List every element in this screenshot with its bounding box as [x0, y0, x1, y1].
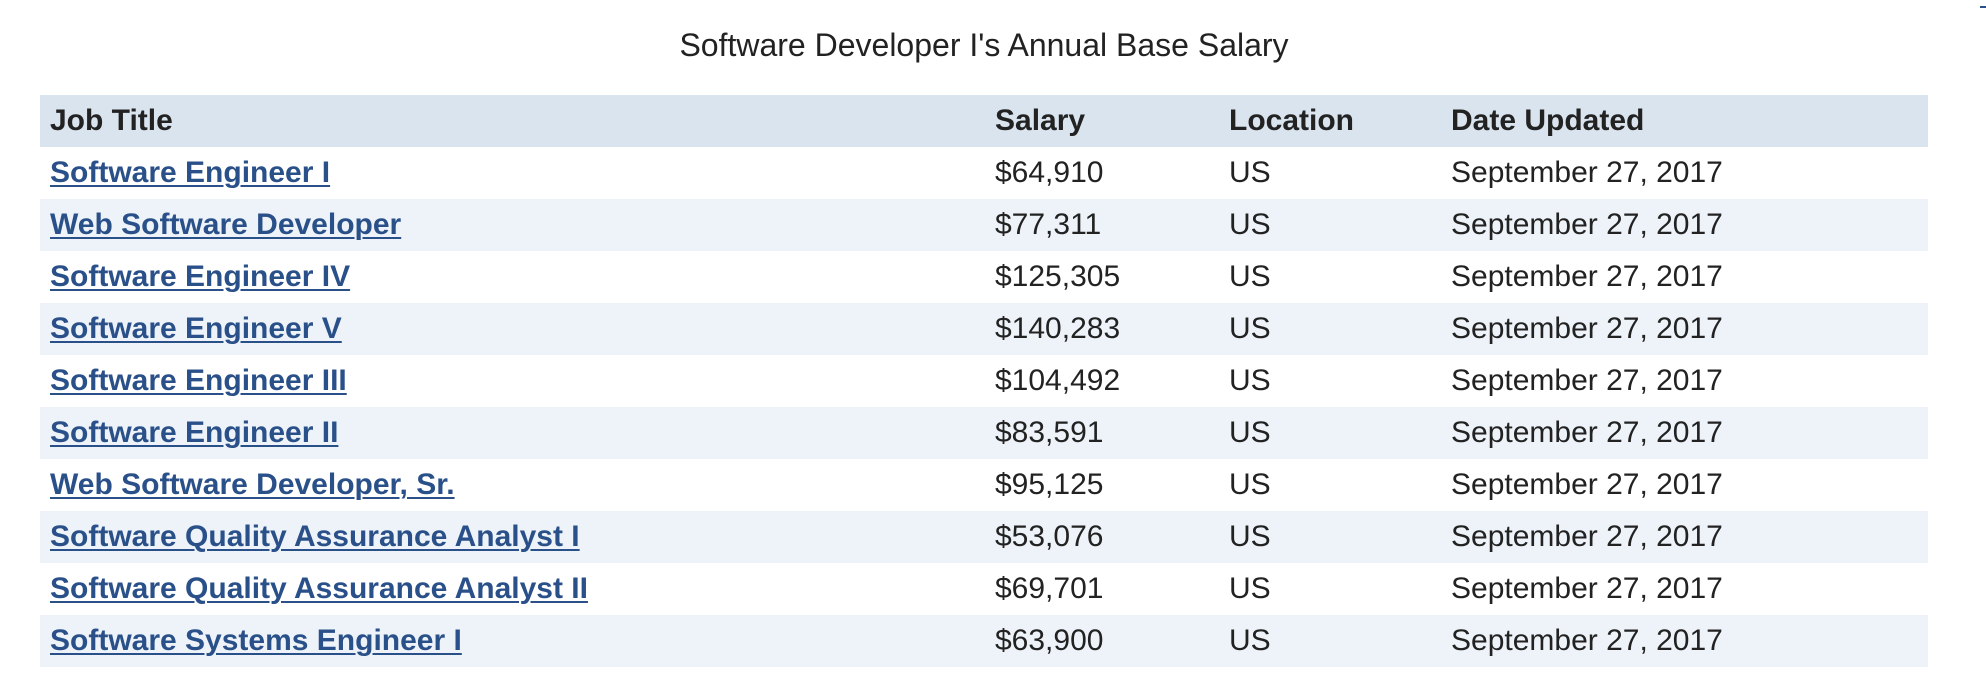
job-title-link[interactable]: Software Engineer III: [50, 364, 347, 397]
job-title-link[interactable]: Software Engineer I: [50, 156, 331, 189]
location-cell: US: [1219, 563, 1441, 615]
table-row: Software Engineer V $140,283 US Septembe…: [40, 303, 1928, 355]
job-title-cell: Software Engineer V: [40, 303, 985, 355]
job-title-link[interactable]: Software Systems Engineer I: [50, 624, 462, 657]
job-title-cell: Software Systems Engineer I: [40, 615, 985, 667]
date-updated-cell: September 27, 2017: [1441, 563, 1928, 615]
salary-cell: $69,701: [985, 563, 1219, 615]
column-header-location: Location: [1219, 95, 1441, 147]
job-title-cell: Web Software Developer: [40, 199, 985, 251]
table-row: Software Engineer II $83,591 US Septembe…: [40, 407, 1928, 459]
salary-table: Job Title Salary Location Date Updated S…: [40, 95, 1928, 667]
salary-cell: $83,591: [985, 407, 1219, 459]
salary-cell: $140,283: [985, 303, 1219, 355]
table-caption: Software Developer I's Annual Base Salar…: [679, 27, 1289, 63]
salary-cell: $104,492: [985, 355, 1219, 407]
date-updated-cell: September 27, 2017: [1441, 615, 1928, 667]
location-cell: US: [1219, 511, 1441, 563]
job-title-cell: Software Engineer IV: [40, 251, 985, 303]
date-updated-cell: September 27, 2017: [1441, 511, 1928, 563]
salary-cell: $95,125: [985, 459, 1219, 511]
table-header-row: Job Title Salary Location Date Updated: [40, 95, 1928, 147]
date-updated-cell: September 27, 2017: [1441, 459, 1928, 511]
job-title-link[interactable]: Software Quality Assurance Analyst II: [50, 572, 588, 605]
job-title-cell: Software Quality Assurance Analyst I: [40, 511, 985, 563]
table-row: Software Quality Assurance Analyst II $6…: [40, 563, 1928, 615]
location-cell: US: [1219, 407, 1441, 459]
job-title-cell: Software Engineer II: [40, 407, 985, 459]
location-cell: US: [1219, 459, 1441, 511]
date-updated-cell: September 27, 2017: [1441, 147, 1928, 199]
job-title-link[interactable]: Web Software Developer, Sr.: [50, 468, 455, 501]
date-updated-cell: September 27, 2017: [1441, 355, 1928, 407]
job-title-cell: Software Quality Assurance Analyst II: [40, 563, 985, 615]
salary-cell: $125,305: [985, 251, 1219, 303]
location-cell: US: [1219, 147, 1441, 199]
salary-cell: $77,311: [985, 199, 1219, 251]
corner-link[interactable]: [1980, 0, 1986, 8]
salary-cell: $63,900: [985, 615, 1219, 667]
job-title-link[interactable]: Software Engineer IV: [50, 260, 351, 293]
job-title-link[interactable]: Software Engineer II: [50, 416, 339, 449]
job-title-link[interactable]: Software Quality Assurance Analyst I: [50, 520, 580, 553]
job-title-cell: Software Engineer I: [40, 147, 985, 199]
location-cell: US: [1219, 199, 1441, 251]
date-updated-cell: September 27, 2017: [1441, 199, 1928, 251]
location-cell: US: [1219, 251, 1441, 303]
table-row: Software Engineer IV $125,305 US Septemb…: [40, 251, 1928, 303]
location-cell: US: [1219, 303, 1441, 355]
column-header-salary: Salary: [985, 95, 1219, 147]
table-row: Software Engineer I $64,910 US September…: [40, 147, 1928, 199]
salary-cell: $64,910: [985, 147, 1219, 199]
location-cell: US: [1219, 355, 1441, 407]
salary-cell: $53,076: [985, 511, 1219, 563]
column-header-job-title: Job Title: [40, 95, 985, 147]
date-updated-cell: September 27, 2017: [1441, 407, 1928, 459]
location-cell: US: [1219, 615, 1441, 667]
table-row: Web Software Developer, Sr. $95,125 US S…: [40, 459, 1928, 511]
table-row: Software Engineer III $104,492 US Septem…: [40, 355, 1928, 407]
table-row: Software Systems Engineer I $63,900 US S…: [40, 615, 1928, 667]
table-row: Web Software Developer $77,311 US Septem…: [40, 199, 1928, 251]
table-row: Software Quality Assurance Analyst I $53…: [40, 511, 1928, 563]
column-header-date-updated: Date Updated: [1441, 95, 1928, 147]
job-title-link[interactable]: Software Engineer V: [50, 312, 342, 345]
job-title-link[interactable]: Web Software Developer: [50, 208, 402, 241]
date-updated-cell: September 27, 2017: [1441, 251, 1928, 303]
job-title-cell: Web Software Developer, Sr.: [40, 459, 985, 511]
job-title-cell: Software Engineer III: [40, 355, 985, 407]
date-updated-cell: September 27, 2017: [1441, 303, 1928, 355]
